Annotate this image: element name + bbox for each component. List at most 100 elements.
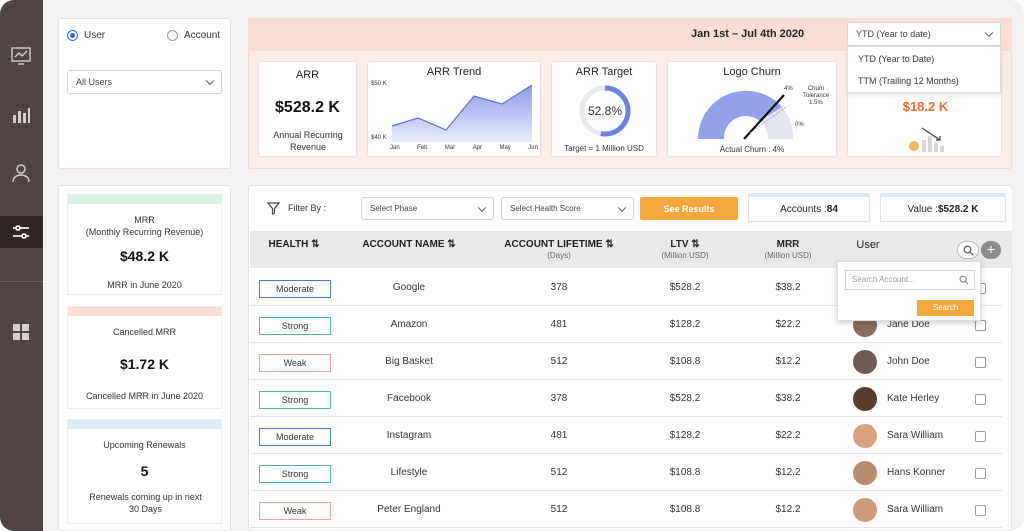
health-badge: Strong <box>259 317 331 335</box>
mrr-value: $48.2 K <box>119 248 170 264</box>
renewals-value: 5 <box>140 463 149 479</box>
account-lifetime: 512 <box>550 356 568 367</box>
logo-churn-title: Logo Churn <box>723 66 781 78</box>
logo-churn-caption: Actual Churn : 4% <box>719 145 785 154</box>
account-name[interactable]: Google <box>392 282 426 293</box>
value-box: Value : $528.2 K <box>880 193 1006 222</box>
col-lifetime[interactable]: ACCOUNT LIFETIME ⇅ (Days) <box>498 239 620 260</box>
avatar[interactable] <box>853 498 877 522</box>
account-name[interactable]: Lifestyle <box>390 467 428 478</box>
see-results-button[interactable]: See Results <box>640 197 738 220</box>
table-row[interactable]: Weak Peter England 512 $108.8 $12.2 Sara Will… <box>250 492 1002 528</box>
date-range: Jan 1st – Jul 4th 2020 <box>691 28 805 40</box>
cancelled-caption: Cancelled MRR in June 2020 <box>85 391 204 401</box>
radio-account-dot[interactable] <box>167 30 178 41</box>
sliders-icon[interactable] <box>10 221 32 243</box>
ltv-value: $128.2 <box>669 430 701 441</box>
mrr-value: $22.2 <box>775 319 801 330</box>
avatar[interactable] <box>853 350 877 374</box>
churn-label-0: 0% <box>795 122 804 128</box>
user-name: Sara William <box>887 430 944 441</box>
ltv-value: $128.2 <box>669 319 701 330</box>
table-row[interactable]: Strong Facebook 378 $528.2 $38.2 Kate Herley <box>250 381 1002 417</box>
line-chart-icon[interactable] <box>10 45 32 67</box>
col-ltv-sub: (Million USD) <box>661 251 709 260</box>
table-search-toggle[interactable] <box>957 241 979 259</box>
row-checkbox[interactable] <box>975 431 986 442</box>
table-row[interactable]: Weak Big Basket 512 $108.8 $12.2 John Doe <box>250 344 1002 380</box>
mrr-card: MRR (Monthly Recurring Revenue) $48.2 K … <box>67 194 222 295</box>
bar-chart-icon[interactable] <box>10 104 32 126</box>
avatar[interactable] <box>853 387 877 411</box>
account-name[interactable]: Big Basket <box>385 356 433 367</box>
row-checkbox[interactable] <box>975 394 986 405</box>
cost-decline-icon <box>909 127 944 152</box>
arr-trend-area <box>392 85 532 142</box>
grid-icon[interactable] <box>10 321 32 343</box>
users-select[interactable]: All Users <box>67 70 222 94</box>
avatar[interactable] <box>853 461 877 485</box>
row-checkbox[interactable] <box>975 468 986 479</box>
health-badge: Strong <box>259 465 331 483</box>
avatar[interactable] <box>853 424 877 448</box>
health-select-value: Select Health Score <box>510 204 581 213</box>
radio-account[interactable]: Account <box>167 30 220 41</box>
health-score-select[interactable]: Select Health Score <box>501 197 634 220</box>
account-name[interactable]: Peter England <box>377 504 441 515</box>
table-row[interactable]: Moderate Instagram 481 $128.2 $22.2 Sara Will… <box>250 418 1002 454</box>
arr-target-percent: 52.8% <box>587 104 623 118</box>
mrr-value: $12.2 <box>775 467 801 478</box>
chevron-down-icon <box>477 203 487 212</box>
col-ltv[interactable]: LTV ⇅ (Million USD) <box>650 239 720 260</box>
health-badge: Weak <box>259 502 331 520</box>
table-row[interactable]: Strong Lifestyle 512 $108.8 $12.2 Hans Konner <box>250 455 1002 491</box>
row-checkbox[interactable] <box>975 505 986 516</box>
account-lifetime: 481 <box>550 430 568 441</box>
row-checkbox[interactable] <box>975 357 986 368</box>
arr-target-caption: Target = 1 Million USD <box>564 144 644 153</box>
accounts-box-stripe <box>748 193 870 197</box>
arr-trend-ybottom: $40 K <box>371 135 387 141</box>
col-mrr-label: MRR <box>776 239 800 250</box>
mrr-value: $38.2 <box>775 393 801 404</box>
radio-user-dot[interactable] <box>67 30 78 41</box>
accounts-count-box: Accounts : 84 <box>748 193 870 222</box>
row-checkbox[interactable] <box>975 320 986 331</box>
add-user-button[interactable]: + <box>981 241 1001 259</box>
arr-trend-ytop: $50 K <box>371 81 387 87</box>
col-health[interactable]: HEALTH ⇅ <box>264 239 324 250</box>
renewals-title: Upcoming Renewals <box>103 440 186 450</box>
account-name[interactable]: Amazon <box>390 319 428 330</box>
ltv-value: $108.8 <box>669 356 701 367</box>
health-badge: Moderate <box>259 428 331 446</box>
search-account-input[interactable]: Search Account... <box>845 270 975 290</box>
cost-value: $18.2 K <box>902 99 949 114</box>
account-lifetime: 512 <box>550 504 568 515</box>
mrr-card-stripe <box>68 195 221 204</box>
period-option-ttm[interactable]: TTM (Trailing 12 Months) <box>858 76 959 86</box>
search-icon <box>963 245 974 256</box>
col-account-name[interactable]: ACCOUNT NAME ⇅ <box>354 239 464 250</box>
arr-value: $528.2 K <box>275 99 340 116</box>
logo-churn-card: Logo Churn 4% Churn Tolerance 1.5% 0% Ac… <box>667 61 837 157</box>
accounts-label: Accounts : <box>780 203 827 215</box>
search-account-placeholder: Search Account... <box>852 275 915 284</box>
col-lifetime-sub: (Days) <box>547 251 571 260</box>
phase-select-value: Select Phase <box>370 204 418 213</box>
phase-select[interactable]: Select Phase <box>361 197 494 220</box>
account-name[interactable]: Facebook <box>387 393 431 404</box>
arr-trend-card: ARR Trend $50 K $40 K Jan Feb Mar Apr Ma… <box>367 61 541 157</box>
period-option-ytd[interactable]: YTD (Year to Date) <box>858 54 935 64</box>
churn-tolerance-label: Churn Tolerance 1.5% <box>802 86 829 106</box>
user-icon[interactable] <box>10 162 32 184</box>
arr-caption: Annual Recurring Revenue <box>273 130 343 152</box>
health-badge: Moderate <box>259 280 331 298</box>
search-account-button[interactable]: Search <box>917 300 974 316</box>
radio-user[interactable]: User <box>67 30 105 41</box>
period-select[interactable]: YTD (Year to date) <box>847 22 1001 46</box>
col-mrr[interactable]: MRR (Million USD) <box>753 239 823 260</box>
mrr-title: MRR (Monthly Recurring Revenue) <box>85 215 204 237</box>
value-amount: $528.2 K <box>937 203 979 215</box>
period-select-value: YTD (Year to date) <box>856 29 931 39</box>
account-name[interactable]: Instagram <box>386 430 432 441</box>
